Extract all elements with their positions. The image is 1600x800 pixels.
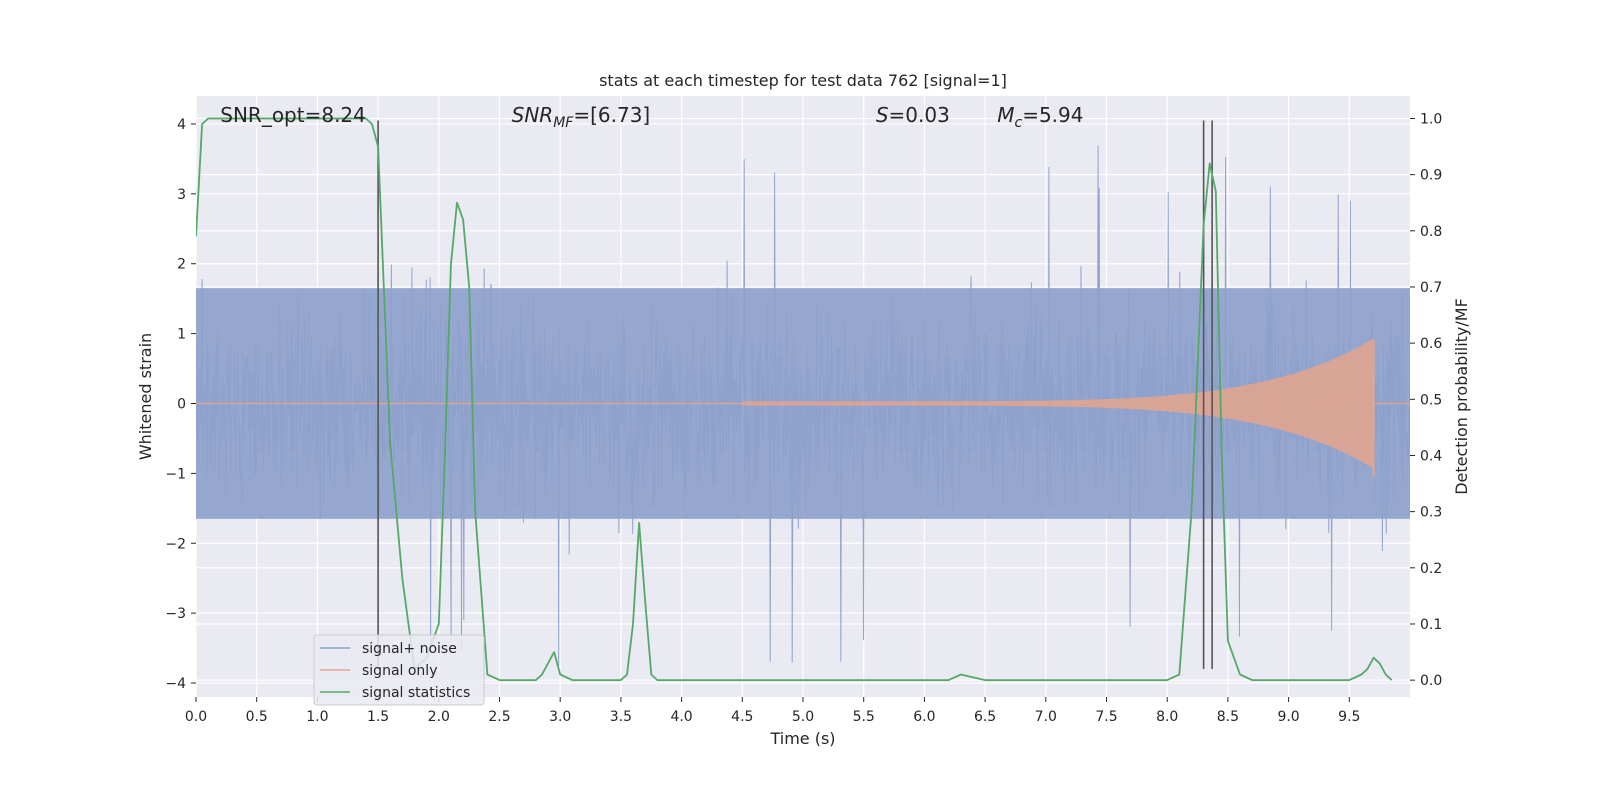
x-tick-label: 5.0	[792, 709, 814, 725]
x-tick-label: 0.5	[246, 709, 268, 725]
noise-line	[196, 145, 1410, 667]
y-right-tick-label: 0.7	[1420, 280, 1442, 296]
chart-title: stats at each timestep for test data 762…	[599, 71, 1007, 90]
annotation-s: S=0.03	[876, 103, 950, 127]
signal-statistics-line	[196, 117, 1393, 681]
annotation-mc: Mc=5.94	[997, 103, 1083, 131]
axes: 0.0 0.5 1.0 1.5 2.0 2.5 3.0 3.5 4.0 4.5 5.0 5.5 6.0 6…	[165, 111, 1442, 725]
y-right-tick-label: 0.1	[1420, 617, 1442, 633]
y-right-tick-label: 0.2	[1420, 561, 1442, 577]
data-layer	[196, 117, 1410, 681]
annotation-snr-mf: SNRMF=[6.73]	[512, 103, 651, 131]
legend-label-signal-only: signal only	[362, 663, 437, 679]
x-tick-label: 1.0	[306, 709, 328, 725]
x-tick-label: 7.5	[1095, 709, 1117, 725]
y-axis-right-label: Detection probability/MF	[1452, 298, 1471, 495]
series-signal-only	[196, 338, 1410, 477]
legend-label-signal-statistics: signal statistics	[362, 685, 470, 701]
y-left-tick-label: 3	[177, 187, 186, 203]
y-right-tick-label: 0.0	[1420, 673, 1442, 689]
y-right-tick-label: 0.6	[1420, 336, 1442, 352]
x-tick-label: 0.0	[185, 709, 207, 725]
x-tick-label: 6.5	[974, 709, 996, 725]
x-tick-label: 8.5	[1217, 709, 1239, 725]
x-tick-label: 4.5	[731, 709, 753, 725]
annotations: SNR_opt=8.24 SNRMF=[6.73] S=0.03 Mc=5.94	[220, 103, 1083, 131]
annotation-snr-opt: SNR_opt=8.24	[220, 103, 366, 127]
y-axis-left-label: Whitened strain	[136, 333, 155, 460]
y-right-tick-label: 0.8	[1420, 224, 1442, 240]
x-tick-label: 3.5	[610, 709, 632, 725]
x-tick-label: 2.0	[428, 709, 450, 725]
x-axis-label: Time (s)	[769, 729, 835, 748]
y-right-tick-label: 1.0	[1420, 111, 1442, 127]
y-right-tick-label: 0.3	[1420, 505, 1442, 521]
x-tick-label: 4.0	[670, 709, 692, 725]
x-tick-label: 8.0	[1156, 709, 1178, 725]
y-left-tick-label: −2	[165, 536, 186, 552]
y-left-tick-label: 1	[177, 327, 186, 343]
y-left-tick-label: 0	[177, 396, 186, 412]
y-right-tick-label: 0.4	[1420, 448, 1442, 464]
x-tick-label: 1.5	[367, 709, 389, 725]
x-tick-label: 7.0	[1035, 709, 1057, 725]
x-tick-label: 9.5	[1338, 709, 1360, 725]
y-right-tick-label: 0.5	[1420, 392, 1442, 408]
chirp-envelope	[742, 338, 1374, 469]
vertical-markers	[377, 120, 1213, 670]
y-left-tick-label: −1	[165, 466, 186, 482]
x-tick-label: 5.5	[853, 709, 875, 725]
legend-box	[313, 634, 485, 706]
legend: signal+ noise signal only signal statist…	[313, 634, 485, 706]
series-signal-statistics	[196, 117, 1393, 681]
y-left-tick-label: 2	[177, 257, 186, 273]
x-tick-label: 3.0	[549, 709, 571, 725]
y-right-tick-label: 0.9	[1420, 168, 1442, 184]
y-left-tick-label: −3	[165, 606, 186, 622]
y-left-tick-label: −4	[165, 676, 186, 692]
x-tick-label: 9.0	[1277, 709, 1299, 725]
y-left-tick-label: 4	[177, 117, 186, 133]
legend-label-signal-noise: signal+ noise	[362, 641, 457, 657]
x-tick-label: 2.5	[488, 709, 510, 725]
x-tick-label: 6.0	[913, 709, 935, 725]
